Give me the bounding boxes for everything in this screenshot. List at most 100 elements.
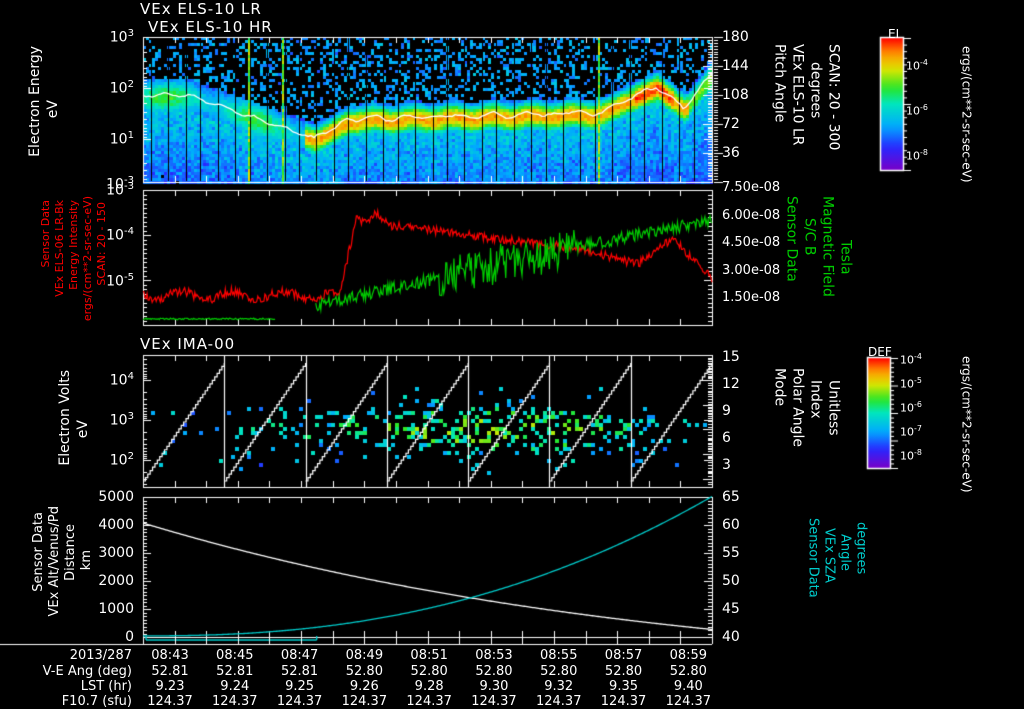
panel1-ytick-bottom: 10-3	[106, 175, 134, 193]
panel4-y2tick-1: 60	[722, 517, 740, 533]
panel4-y2-label-1: Sensor Data	[805, 518, 821, 598]
panel4-ytick-1: 4000	[98, 517, 134, 533]
axis-table-cell: 08:55	[540, 648, 578, 663]
axis-table-cell: 124.37	[471, 694, 517, 709]
panel2-y-label-3: Energy Intensity	[67, 200, 80, 290]
panel2-y2-label-4: Tesla	[837, 240, 854, 275]
panel4-y2-label-4: degrees	[853, 522, 869, 575]
panel2-y-label-1: Sensor Data	[39, 200, 52, 268]
panel4-y2tick-3: 50	[722, 573, 740, 589]
panel3-y2tick-2: 9	[722, 403, 731, 419]
panel1-y-axis-label: Electron Energy	[27, 46, 43, 157]
axis-table-cell: 52.80	[540, 664, 578, 679]
axis-table-cell: 124.37	[276, 694, 323, 709]
panel1-y2-label-2: VEx ELS-10 LR	[789, 44, 806, 146]
axis-table-cell: 08:51	[410, 648, 448, 663]
panel2-ytick-1: 10-4	[106, 226, 134, 244]
panel4-y2-label-3: Angle	[837, 534, 853, 571]
panel2-y2tick-4: 1.50e-08	[722, 290, 781, 305]
axis-table-cell: 08:53	[475, 648, 513, 663]
axis-table-cell: 9.23	[155, 679, 185, 694]
panel2-ytick-2: 10-5	[106, 272, 134, 290]
panel4-y2tick-4: 45	[722, 601, 740, 617]
axis-table-cell: 52.80	[669, 664, 707, 679]
axis-table-cell: 124.37	[341, 694, 388, 709]
panel1-cbar-tick-2: 10-8	[906, 148, 928, 163]
axis-table-cell: 08:59	[669, 648, 708, 663]
axis-table-cell: 9.40	[673, 679, 703, 694]
panel3-ytick-2: 102	[109, 451, 134, 469]
panel3-y2tick-4: 3	[722, 457, 731, 473]
axis-table-cell: 52.80	[410, 664, 448, 679]
panel4-ytick-0: 5000	[98, 489, 134, 505]
panel1-y2-label-1: Pitch Angle	[771, 44, 788, 123]
axis-table-cell: 9.24	[220, 679, 250, 694]
axis-table-row-label: LST (hr)	[80, 679, 132, 694]
panel2-y-label-4: ergs/(cm**2-sr-sec-eV)	[81, 196, 94, 322]
axis-table-cell: 9.26	[349, 679, 379, 694]
panel4-y2tick-5: 40	[722, 629, 740, 645]
panel1-title-line1: VEx ELS-10 LR	[140, 0, 262, 18]
panel1-y-axis-units: eV	[45, 100, 61, 119]
panel4-y-label-1: Sensor Data	[31, 512, 46, 592]
axis-table-cell: 124.37	[600, 694, 647, 709]
panel1-cbar-tick-1: 10-6	[906, 103, 928, 118]
axis-table-cell: 124.37	[406, 694, 452, 709]
axis-table-cell: 52.80	[604, 664, 643, 679]
panel4-y-label-4: km	[79, 550, 94, 571]
panel4-ytick-5: 0	[125, 629, 134, 645]
panel2-y-label-2: VEx ELS-06 LR-Bk	[53, 200, 66, 297]
axis-table-row-label: V-E Ang (deg)	[42, 664, 132, 679]
axis-table-cell: 52.81	[151, 664, 189, 679]
panel3-cbar-tick-0: 10-4	[900, 352, 922, 367]
panel3-cbar-tick-1: 10-5	[900, 376, 922, 391]
axis-table-cell: 124.37	[147, 694, 193, 709]
axis-table-cell: 08:45	[216, 648, 254, 663]
panel3-ytick-0: 104	[109, 371, 134, 389]
panel1-y2tick-3: 72	[722, 116, 740, 132]
panel1-colorbar-title: EI	[888, 27, 900, 41]
panel2-y2-label-1: Sensor Data	[783, 196, 800, 282]
panel2-y2tick-0: 7.50e-08	[722, 180, 781, 195]
panel2-y2tick-3: 3.00e-08	[722, 262, 781, 278]
axis-table-cell: 124.37	[212, 694, 258, 709]
axis-table-cell: 08:57	[604, 648, 643, 663]
axis-table-cell: 52.80	[475, 664, 513, 679]
axis-table-cell: 9.30	[479, 679, 509, 694]
panel2-y2tick-1: 6.00e-08	[722, 207, 781, 223]
panel2-y2-label-2: S/C B	[801, 218, 818, 256]
axis-table-cell: 9.35	[609, 679, 639, 694]
panel3-y2-label-2: Polar Angle	[789, 368, 806, 448]
panel3-y2tick-1: 12	[722, 376, 740, 392]
axis-table-cell: 52.80	[345, 664, 383, 679]
panel4-y2tick-0: 65	[722, 489, 740, 505]
panel3-colorbar-title: DEF	[868, 345, 892, 359]
panel4-ytick-2: 3000	[98, 545, 134, 561]
axis-table-row-label: 2013/287	[69, 648, 132, 663]
panel3-cbar-tick-2: 10-6	[900, 400, 922, 415]
axis-table-cell: 9.25	[285, 679, 315, 694]
panel1-y2-label-4: SCAN: 20 - 300	[825, 44, 842, 151]
panel3-y-axis-units: eV	[75, 420, 91, 439]
panel1-y2tick-1: 144	[722, 58, 749, 74]
panel3-colorbar-units: ergs/(cm**2-sr-sec-eV)	[959, 356, 974, 493]
panel4-y2tick-2: 55	[722, 545, 740, 561]
panel1-ytick-1: 102	[109, 79, 134, 97]
axis-table-cell: 52.81	[216, 664, 254, 679]
axis-table-cell: 9.32	[544, 679, 574, 694]
panel1-y2tick-0: 180	[722, 29, 749, 45]
axis-table-cell: 124.37	[665, 694, 712, 709]
panel3-cbar-tick-4: 10-8	[900, 448, 922, 463]
panel3-y2-label-3: Index	[807, 380, 824, 419]
panel2-y2-label-3: Magnetic Field	[819, 196, 836, 297]
panel3-y-axis-label: Electron Volts	[57, 370, 73, 466]
panel1-y2-label-3: degrees	[807, 62, 824, 119]
panel2-ytick-0: 10-3	[106, 181, 134, 199]
panel3-y2tick-3: 6	[722, 430, 731, 446]
panel3-y2-label-1: Mode	[771, 368, 788, 407]
panel1-title-line2: VEx ELS-10 HR	[148, 18, 273, 36]
axis-table-cell: 52.81	[280, 664, 319, 679]
panel4-y2-label-2: VEx SZA	[821, 528, 837, 583]
panel2-y2tick-2: 4.50e-08	[722, 235, 781, 250]
